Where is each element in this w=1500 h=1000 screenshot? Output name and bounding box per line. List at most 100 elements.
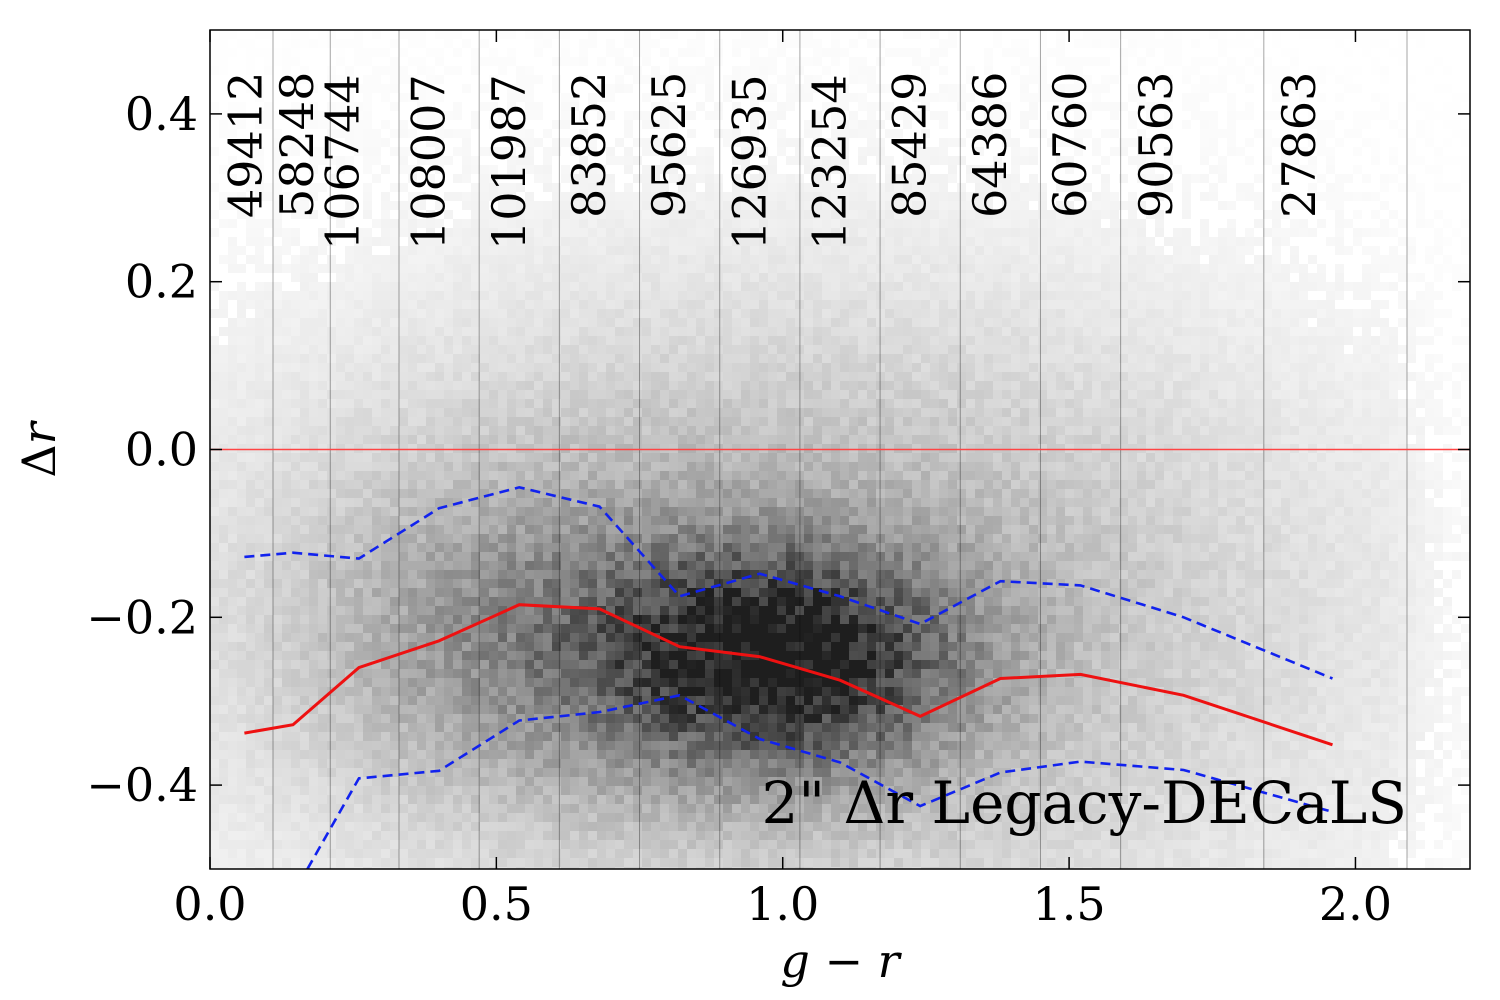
density-cell [498,480,507,489]
density-cell [399,408,408,417]
density-cell [525,561,534,570]
density-cell [390,777,399,786]
density-cell [498,372,507,381]
density-cell [363,336,372,345]
density-cell [507,480,516,489]
density-cell [489,273,498,282]
density-cell [345,471,354,480]
density-cell [264,102,273,111]
density-cell [705,228,714,237]
density-cell [507,336,516,345]
density-cell [453,390,462,399]
density-cell [363,372,372,381]
density-cell [480,705,489,714]
density-cell [345,696,354,705]
density-cell [714,795,723,804]
density-cell [453,705,462,714]
density-cell [660,588,669,597]
density-cell [309,390,318,399]
density-cell [705,435,714,444]
density-cell [300,246,309,255]
density-cell [687,858,696,867]
density-cell [588,687,597,696]
density-cell [570,651,579,660]
density-cell [633,570,642,579]
density-cell [498,192,507,201]
density-cell [570,489,579,498]
density-cell [687,498,696,507]
density-cell [390,759,399,768]
density-cell [462,201,471,210]
density-cell [624,606,633,615]
density-cell [597,651,606,660]
density-cell [597,372,606,381]
density-cell [732,570,741,579]
density-cell [696,588,705,597]
density-cell [354,714,363,723]
density-cell [264,336,273,345]
density-cell [345,390,354,399]
density-cell [462,453,471,462]
density-cell [255,183,264,192]
density-cell [336,282,345,291]
density-cell [489,462,498,471]
density-cell [489,498,498,507]
density-cell [264,714,273,723]
density-cell [480,435,489,444]
density-cell [417,858,426,867]
density-cell [318,633,327,642]
density-cell [597,291,606,300]
density-cell [453,462,462,471]
density-cell [714,750,723,759]
density-cell [579,39,588,48]
density-cell [714,597,723,606]
density-cell [264,345,273,354]
density-cell [336,831,345,840]
density-cell [372,516,381,525]
density-cell [561,237,570,246]
density-cell [561,336,570,345]
density-cell [210,399,219,408]
density-cell [444,615,453,624]
density-cell [543,165,552,174]
density-cell [390,561,399,570]
density-cell [678,318,687,327]
density-cell [426,300,435,309]
density-cell [417,201,426,210]
density-cell [417,579,426,588]
density-cell [732,669,741,678]
density-cell [624,579,633,588]
density-cell [237,309,246,318]
density-cell [282,327,291,336]
density-cell [552,408,561,417]
density-cell [246,66,255,75]
density-cell [210,102,219,111]
density-cell [606,327,615,336]
density-cell [525,786,534,795]
density-cell [363,804,372,813]
density-cell [444,399,453,408]
density-cell [714,183,723,192]
density-cell [732,498,741,507]
density-cell [579,246,588,255]
density-cell [480,192,489,201]
density-cell [660,507,669,516]
density-cell [714,543,723,552]
density-cell [336,462,345,471]
density-cell [399,831,408,840]
density-cell [624,813,633,822]
density-cell [516,606,525,615]
density-cell [246,597,255,606]
density-cell [525,678,534,687]
density-cell [282,858,291,867]
density-cell [435,165,444,174]
density-cell [570,471,579,480]
density-cell [417,498,426,507]
density-cell [642,30,651,39]
density-cell [408,489,417,498]
density-cell [687,66,696,75]
density-cell [705,597,714,606]
density-cell [651,219,660,228]
density-cell [723,399,732,408]
density-cell [327,498,336,507]
